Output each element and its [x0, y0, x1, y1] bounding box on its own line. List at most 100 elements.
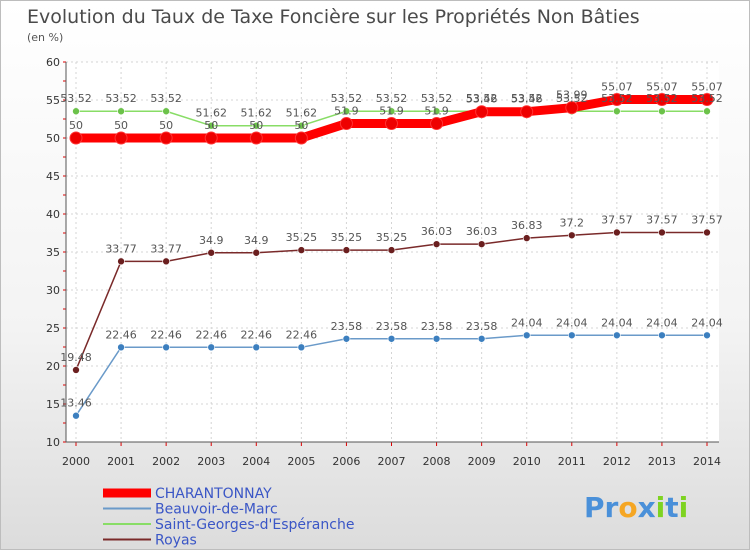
y-tick-label: 60: [46, 56, 60, 69]
data-label: 51.9: [379, 105, 404, 118]
data-label: 35.25: [376, 231, 408, 244]
data-point: [249, 131, 263, 145]
data-label: 55.07: [601, 80, 633, 93]
data-label: 24.04: [691, 316, 723, 329]
y-tick-label: 10: [46, 436, 60, 449]
data-label: 51.9: [334, 105, 359, 118]
data-label: 51.9: [424, 105, 449, 118]
data-label: 36.83: [511, 219, 543, 232]
data-point: [69, 131, 83, 145]
data-label: 24.04: [511, 316, 543, 329]
data-point: [703, 228, 711, 237]
data-label: 51.62: [195, 107, 227, 120]
data-label: 53.52: [376, 92, 408, 105]
data-label: 53.52: [556, 92, 588, 105]
data-point: [522, 234, 531, 242]
data-point: [567, 231, 576, 240]
data-point: [297, 246, 306, 254]
data-point: [477, 334, 486, 343]
data-point: [613, 228, 621, 237]
data-point: [477, 240, 486, 248]
data-point: [297, 343, 306, 352]
x-tick-label: 2002: [152, 455, 180, 468]
data-label: 34.9: [244, 234, 269, 247]
data-point: [700, 92, 714, 106]
data-point: [432, 107, 441, 116]
chart-subtitle: (en %): [27, 31, 63, 44]
legend-label: CHARANTONNAY: [155, 486, 272, 502]
data-label: 34.9: [199, 234, 224, 247]
data-point: [565, 101, 579, 115]
data-label: 19.48: [60, 351, 92, 364]
chart-title: Evolution du Taux de Taxe Foncière sur l…: [27, 6, 640, 28]
x-tick-label: 2009: [468, 455, 496, 468]
y-tick-label: 55: [46, 94, 60, 107]
data-label: 51.62: [286, 107, 318, 120]
data-point: [252, 248, 261, 257]
data-label: 24.04: [556, 316, 588, 329]
x-tick-label: 2001: [107, 455, 135, 468]
x-tick-label: 2005: [287, 455, 315, 468]
data-label: 50: [249, 119, 263, 132]
x-tick-label: 2008: [423, 455, 451, 468]
data-point: [522, 331, 531, 340]
data-point: [204, 131, 218, 145]
data-label: 23.58: [331, 320, 363, 333]
data-label: 53.52: [601, 92, 633, 105]
data-label: 50: [159, 119, 173, 132]
x-tick-label: 2013: [648, 455, 676, 468]
data-label: 53.52: [466, 92, 498, 105]
data-labels: 19.48 33.77 33.77 34.9 34.9 35.25 35.25 35.25 36…: [60, 80, 723, 409]
data-point: [117, 257, 125, 266]
data-label: 53.52: [511, 92, 543, 105]
y-tick-label: 45: [46, 170, 60, 183]
y-tick-label: 50: [46, 132, 60, 145]
data-label: 50: [114, 119, 128, 132]
legend-label: Beauvoir-de-Marc: [155, 502, 278, 518]
x-tick-label: 2014: [693, 455, 721, 468]
data-point: [567, 331, 576, 340]
logo-letter: x: [638, 491, 656, 524]
data-point: [252, 121, 261, 130]
data-point: [252, 343, 261, 352]
legend-label: Saint-Georges-d'Espéranche: [155, 517, 354, 533]
data-label: 51.62: [241, 107, 273, 120]
logo-letter: i: [656, 491, 666, 524]
data-point: [117, 343, 125, 352]
data-point: [117, 107, 125, 116]
data-point: [72, 107, 80, 116]
y-tick-label: 15: [46, 398, 60, 411]
legend-label: Royas: [155, 533, 197, 549]
data-label: 33.77: [150, 242, 182, 255]
data-point: [432, 240, 441, 248]
data-label: 53.52: [105, 92, 137, 105]
data-point: [72, 411, 80, 420]
data-label: 33.77: [105, 242, 137, 255]
data-label: 53.52: [331, 92, 363, 105]
x-tick-label: 2007: [378, 455, 406, 468]
data-label: 22.46: [241, 328, 273, 341]
data-label: 50: [204, 119, 218, 132]
data-label: 36.03: [421, 225, 453, 238]
data-label: 24.04: [601, 316, 633, 329]
legend: CHARANTONNAYBeauvoir-de-MarcSaint-George…: [103, 486, 354, 549]
data-label: 22.46: [150, 328, 182, 341]
data-label: 22.46: [195, 328, 227, 341]
data-label: 23.58: [466, 320, 498, 333]
data-label: 35.25: [286, 231, 318, 244]
data-point: [430, 117, 444, 131]
data-label: 50: [294, 119, 308, 132]
data-label: 13.46: [60, 397, 92, 410]
x-tick-label: 2003: [197, 455, 225, 468]
x-tick-label: 2011: [558, 455, 586, 468]
x-tick-label: 2010: [513, 455, 541, 468]
logo-letter: o: [618, 491, 637, 524]
data-label: 37.57: [691, 213, 723, 226]
data-label: 50: [69, 119, 83, 132]
x-tick-label: 2006: [332, 455, 360, 468]
series-0: [69, 92, 714, 145]
data-point: [610, 92, 624, 106]
data-point: [520, 105, 534, 119]
